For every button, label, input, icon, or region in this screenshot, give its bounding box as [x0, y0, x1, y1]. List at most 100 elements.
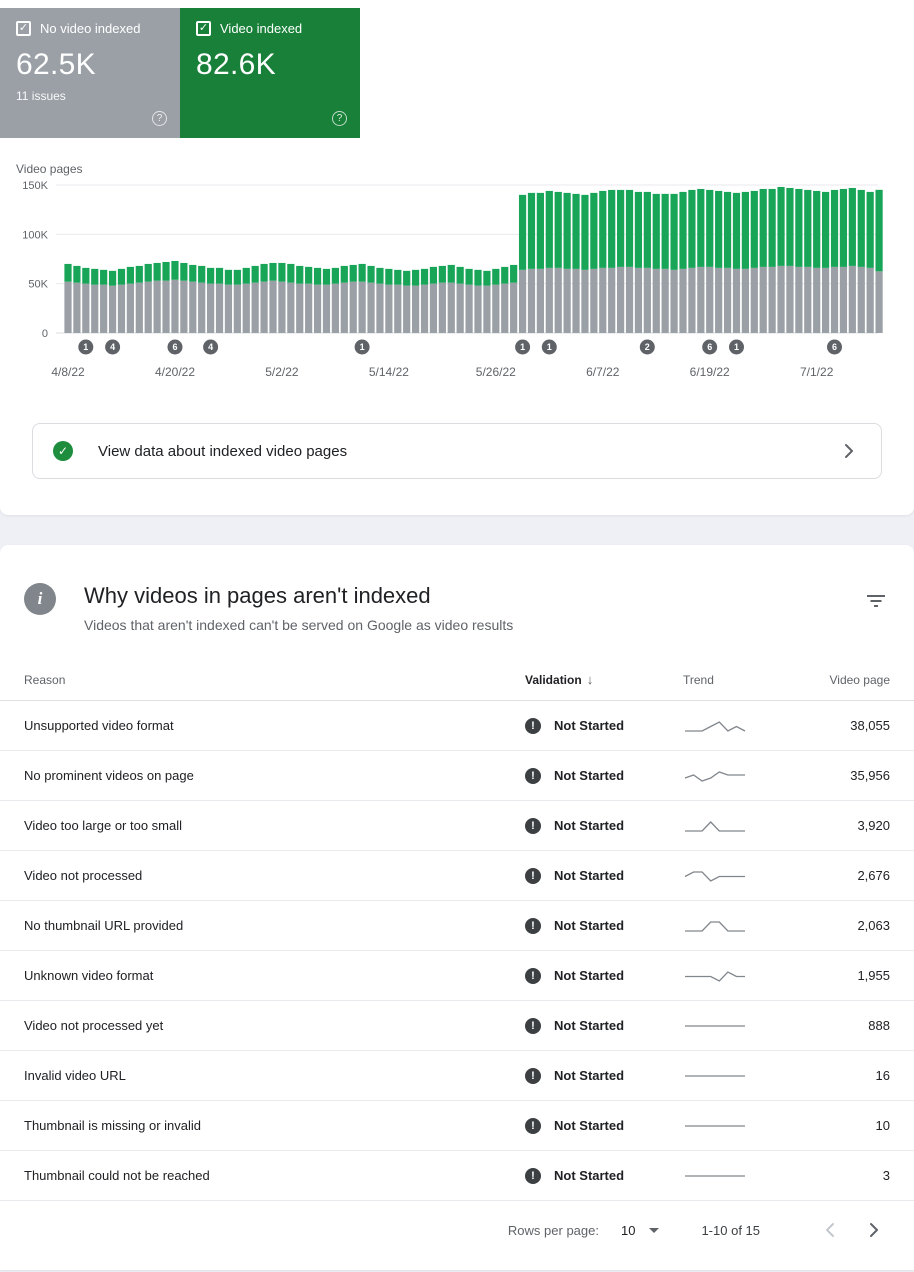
table-row[interactable]: Thumbnail could not be reached! Not Start…: [0, 1151, 914, 1202]
bar-indexed[interactable]: [715, 190, 723, 268]
bar-indexed[interactable]: [456, 266, 464, 284]
chart-annotation-badge[interactable]: [702, 339, 718, 355]
bar-not-indexed[interactable]: [82, 283, 90, 333]
bar-not-indexed[interactable]: [661, 268, 669, 333]
bar-not-indexed[interactable]: [617, 266, 625, 333]
bar-indexed[interactable]: [581, 194, 589, 270]
bar-not-indexed[interactable]: [180, 280, 188, 333]
bar-not-indexed[interactable]: [313, 284, 322, 333]
bar-not-indexed[interactable]: [340, 282, 348, 333]
bar-not-indexed[interactable]: [768, 266, 776, 333]
bar-indexed[interactable]: [875, 189, 883, 272]
bar-not-indexed[interactable]: [207, 283, 215, 333]
bar-not-indexed[interactable]: [456, 283, 464, 333]
view-data-banner[interactable]: ✓ View data about indexed video pages: [32, 423, 882, 479]
chart-annotation-badge[interactable]: [78, 339, 94, 355]
bar-indexed[interactable]: [91, 268, 99, 285]
bar-indexed[interactable]: [340, 265, 348, 283]
bar-not-indexed[interactable]: [349, 281, 357, 333]
bar-not-indexed[interactable]: [100, 284, 108, 333]
bar-indexed[interactable]: [376, 267, 384, 284]
bar-not-indexed[interactable]: [189, 281, 197, 333]
bar-indexed[interactable]: [108, 270, 117, 286]
table-row[interactable]: Thumbnail is missing or invalid! Not Star…: [0, 1101, 914, 1152]
bar-indexed[interactable]: [732, 192, 741, 269]
bar-not-indexed[interactable]: [394, 284, 402, 333]
help-icon[interactable]: ?: [332, 111, 347, 126]
bar-not-indexed[interactable]: [527, 268, 536, 333]
bar-indexed[interactable]: [492, 268, 500, 285]
bar-not-indexed[interactable]: [813, 267, 821, 333]
bar-not-indexed[interactable]: [287, 282, 295, 333]
bar-indexed[interactable]: [358, 263, 366, 282]
stat-card-indexed[interactable]: ✓ Video indexed 82.6K ?: [180, 8, 360, 138]
bar-indexed[interactable]: [153, 262, 161, 281]
bar-not-indexed[interactable]: [412, 285, 420, 333]
bar-indexed[interactable]: [848, 187, 856, 266]
bar-not-indexed[interactable]: [572, 268, 580, 333]
bar-indexed[interactable]: [599, 190, 607, 268]
bar-indexed[interactable]: [768, 188, 776, 267]
bar-not-indexed[interactable]: [866, 267, 874, 333]
chart-annotation-badge[interactable]: [354, 339, 370, 355]
previous-page-button[interactable]: [812, 1212, 848, 1248]
bar-indexed[interactable]: [536, 192, 544, 269]
stat-card-not-indexed[interactable]: ✓ No video indexed 62.5K 11 issues ?: [0, 8, 180, 138]
bar-indexed[interactable]: [73, 265, 81, 283]
rows-per-page-dropdown[interactable]: 10: [621, 1223, 660, 1238]
bar-not-indexed[interactable]: [857, 266, 865, 333]
bar-indexed[interactable]: [269, 262, 277, 281]
bar-indexed[interactable]: [670, 193, 678, 270]
table-row[interactable]: Invalid video URL! Not Started 16: [0, 1051, 914, 1102]
chart-annotation-badge[interactable]: [515, 339, 531, 355]
bar-not-indexed[interactable]: [839, 266, 848, 333]
bar-indexed[interactable]: [126, 266, 134, 284]
bar-not-indexed[interactable]: [536, 268, 544, 333]
bar-not-indexed[interactable]: [510, 282, 518, 333]
bar-indexed[interactable]: [251, 265, 259, 283]
bar-indexed[interactable]: [554, 191, 562, 268]
column-header-trend[interactable]: Trend: [683, 672, 714, 687]
bar-indexed[interactable]: [688, 189, 696, 268]
bar-not-indexed[interactable]: [117, 284, 126, 333]
bar-indexed[interactable]: [420, 268, 429, 285]
bar-not-indexed[interactable]: [447, 282, 455, 333]
table-row[interactable]: Unknown video format! Not Started 1,955: [0, 951, 914, 1002]
bar-not-indexed[interactable]: [545, 267, 553, 333]
bar-indexed[interactable]: [634, 191, 643, 268]
bar-not-indexed[interactable]: [483, 285, 491, 333]
column-header-reason[interactable]: Reason: [24, 672, 66, 687]
bar-not-indexed[interactable]: [492, 284, 500, 333]
bar-indexed[interactable]: [144, 263, 152, 282]
bar-indexed[interactable]: [608, 189, 616, 268]
table-row[interactable]: Unsupported video format! Not Started 38,0…: [0, 701, 914, 752]
bar-indexed[interactable]: [741, 191, 749, 269]
bar-indexed[interactable]: [438, 265, 446, 283]
table-row[interactable]: No prominent videos on page! Not Started 3…: [0, 751, 914, 802]
bar-not-indexed[interactable]: [786, 265, 794, 333]
bar-not-indexed[interactable]: [367, 282, 375, 333]
bar-not-indexed[interactable]: [215, 283, 224, 333]
bar-indexed[interactable]: [313, 267, 322, 285]
bar-not-indexed[interactable]: [625, 266, 634, 333]
bar-not-indexed[interactable]: [750, 267, 758, 333]
bar-not-indexed[interactable]: [875, 271, 883, 333]
bar-not-indexed[interactable]: [242, 283, 250, 333]
bar-indexed[interactable]: [501, 266, 509, 284]
bar-indexed[interactable]: [447, 264, 455, 283]
chart-annotation-badge[interactable]: [203, 339, 219, 355]
bar-not-indexed[interactable]: [296, 283, 304, 333]
bar-not-indexed[interactable]: [144, 281, 152, 333]
bar-indexed[interactable]: [215, 267, 224, 284]
bar-indexed[interactable]: [385, 268, 393, 285]
bar-indexed[interactable]: [483, 270, 491, 286]
bar-indexed[interactable]: [242, 267, 250, 284]
bar-indexed[interactable]: [180, 262, 188, 281]
bar-not-indexed[interactable]: [474, 285, 482, 333]
bar-indexed[interactable]: [572, 193, 580, 269]
bar-indexed[interactable]: [322, 268, 331, 285]
help-icon[interactable]: ?: [152, 111, 167, 126]
bar-indexed[interactable]: [224, 269, 233, 285]
bar-indexed[interactable]: [412, 269, 420, 286]
bar-not-indexed[interactable]: [723, 267, 732, 333]
